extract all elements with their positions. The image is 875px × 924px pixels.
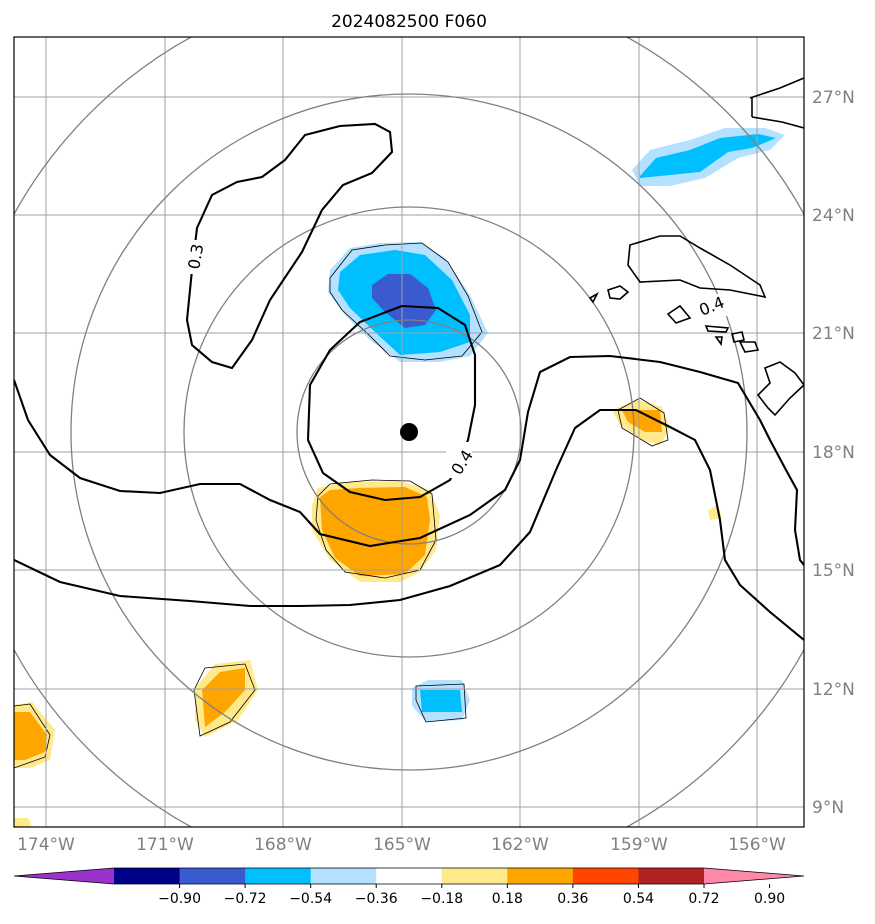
- positive-anomaly-e-core: [622, 410, 662, 432]
- colorbar-tick-label: 0.18: [492, 891, 523, 907]
- colorbar-tick-label: −0.90: [158, 891, 201, 907]
- storm-center-marker: [400, 423, 418, 441]
- colorbar: −0.90 −0.72 −0.54 −0.36 −0.18 0.18 0.36 0.54 0.7…: [13, 867, 805, 907]
- contour-label-0-3: 0.3: [184, 242, 207, 270]
- lat-label: 18°N: [812, 443, 855, 463]
- contour-label-group: 0.3 0.4 0.4: [180, 240, 734, 478]
- colorbar-tick-label: 0.54: [623, 891, 654, 907]
- lon-label: 159°W: [610, 835, 668, 855]
- lat-label: 9°N: [812, 798, 844, 818]
- map-frame: [13, 36, 805, 828]
- colorbar-segment: [179, 868, 246, 884]
- coastlines: [588, 77, 804, 417]
- lon-label: 171°W: [136, 835, 194, 855]
- anomaly-outlines: [14, 242, 669, 769]
- graticule: [14, 37, 804, 827]
- negative-anomaly-ne-core: [640, 134, 776, 178]
- colorbar-segment: [310, 868, 377, 884]
- lon-label: 165°W: [373, 835, 431, 855]
- colorbar-tick-label: 0.72: [688, 891, 719, 907]
- lat-label: 27°N: [812, 88, 855, 108]
- lon-label: 162°W: [491, 835, 549, 855]
- colorbar-tick-label: −0.54: [289, 891, 332, 907]
- lon-label: 174°W: [17, 835, 75, 855]
- lat-label: 12°N: [812, 680, 855, 700]
- lon-label: 168°W: [254, 835, 312, 855]
- colorbar-segment: [638, 868, 705, 884]
- map-area: [14, 37, 804, 827]
- lat-label: 24°N: [812, 206, 855, 226]
- lat-label: 21°N: [812, 324, 855, 344]
- longitude-labels: 174°W 171°W 168°W 165°W 162°W 159°W 156°…: [17, 835, 786, 855]
- map-title: 2024082500 F060: [331, 12, 487, 32]
- positive-anomaly-w-core: [14, 712, 47, 760]
- colorbar-tick-label: −0.36: [355, 891, 398, 907]
- main-contours: [14, 122, 804, 641]
- colorbar-segment: [376, 868, 443, 884]
- anomaly-shading: [14, 128, 785, 827]
- colorbar-segment: [507, 868, 574, 884]
- negative-anomaly-s-core: [420, 690, 462, 712]
- range-rings: [14, 37, 804, 827]
- colorbar-segment: [114, 868, 181, 884]
- colorbar-segment: [572, 868, 639, 884]
- colorbar-extend-high: [704, 868, 804, 884]
- colorbar-tick-label: 0.36: [557, 891, 588, 907]
- colorbar-tick-label: −0.18: [420, 891, 463, 907]
- colorbar-extend-low: [14, 868, 114, 884]
- colorbar-outline: [13, 867, 805, 885]
- positive-anomaly-sw-core: [202, 668, 245, 727]
- colorbar-tick-label: 0.90: [754, 891, 785, 907]
- negative-anomaly-core: [372, 274, 436, 328]
- latitude-labels: 27°N 24°N 21°N 18°N 15°N 12°N 9°N: [812, 88, 855, 818]
- lat-label: 15°N: [812, 561, 855, 581]
- positive-anomaly-sw-corner: [14, 818, 32, 827]
- colorbar-segment: [245, 868, 312, 884]
- colorbar-segment: [441, 868, 508, 884]
- lon-label: 156°W: [728, 835, 786, 855]
- colorbar-tick-label: −0.72: [224, 891, 267, 907]
